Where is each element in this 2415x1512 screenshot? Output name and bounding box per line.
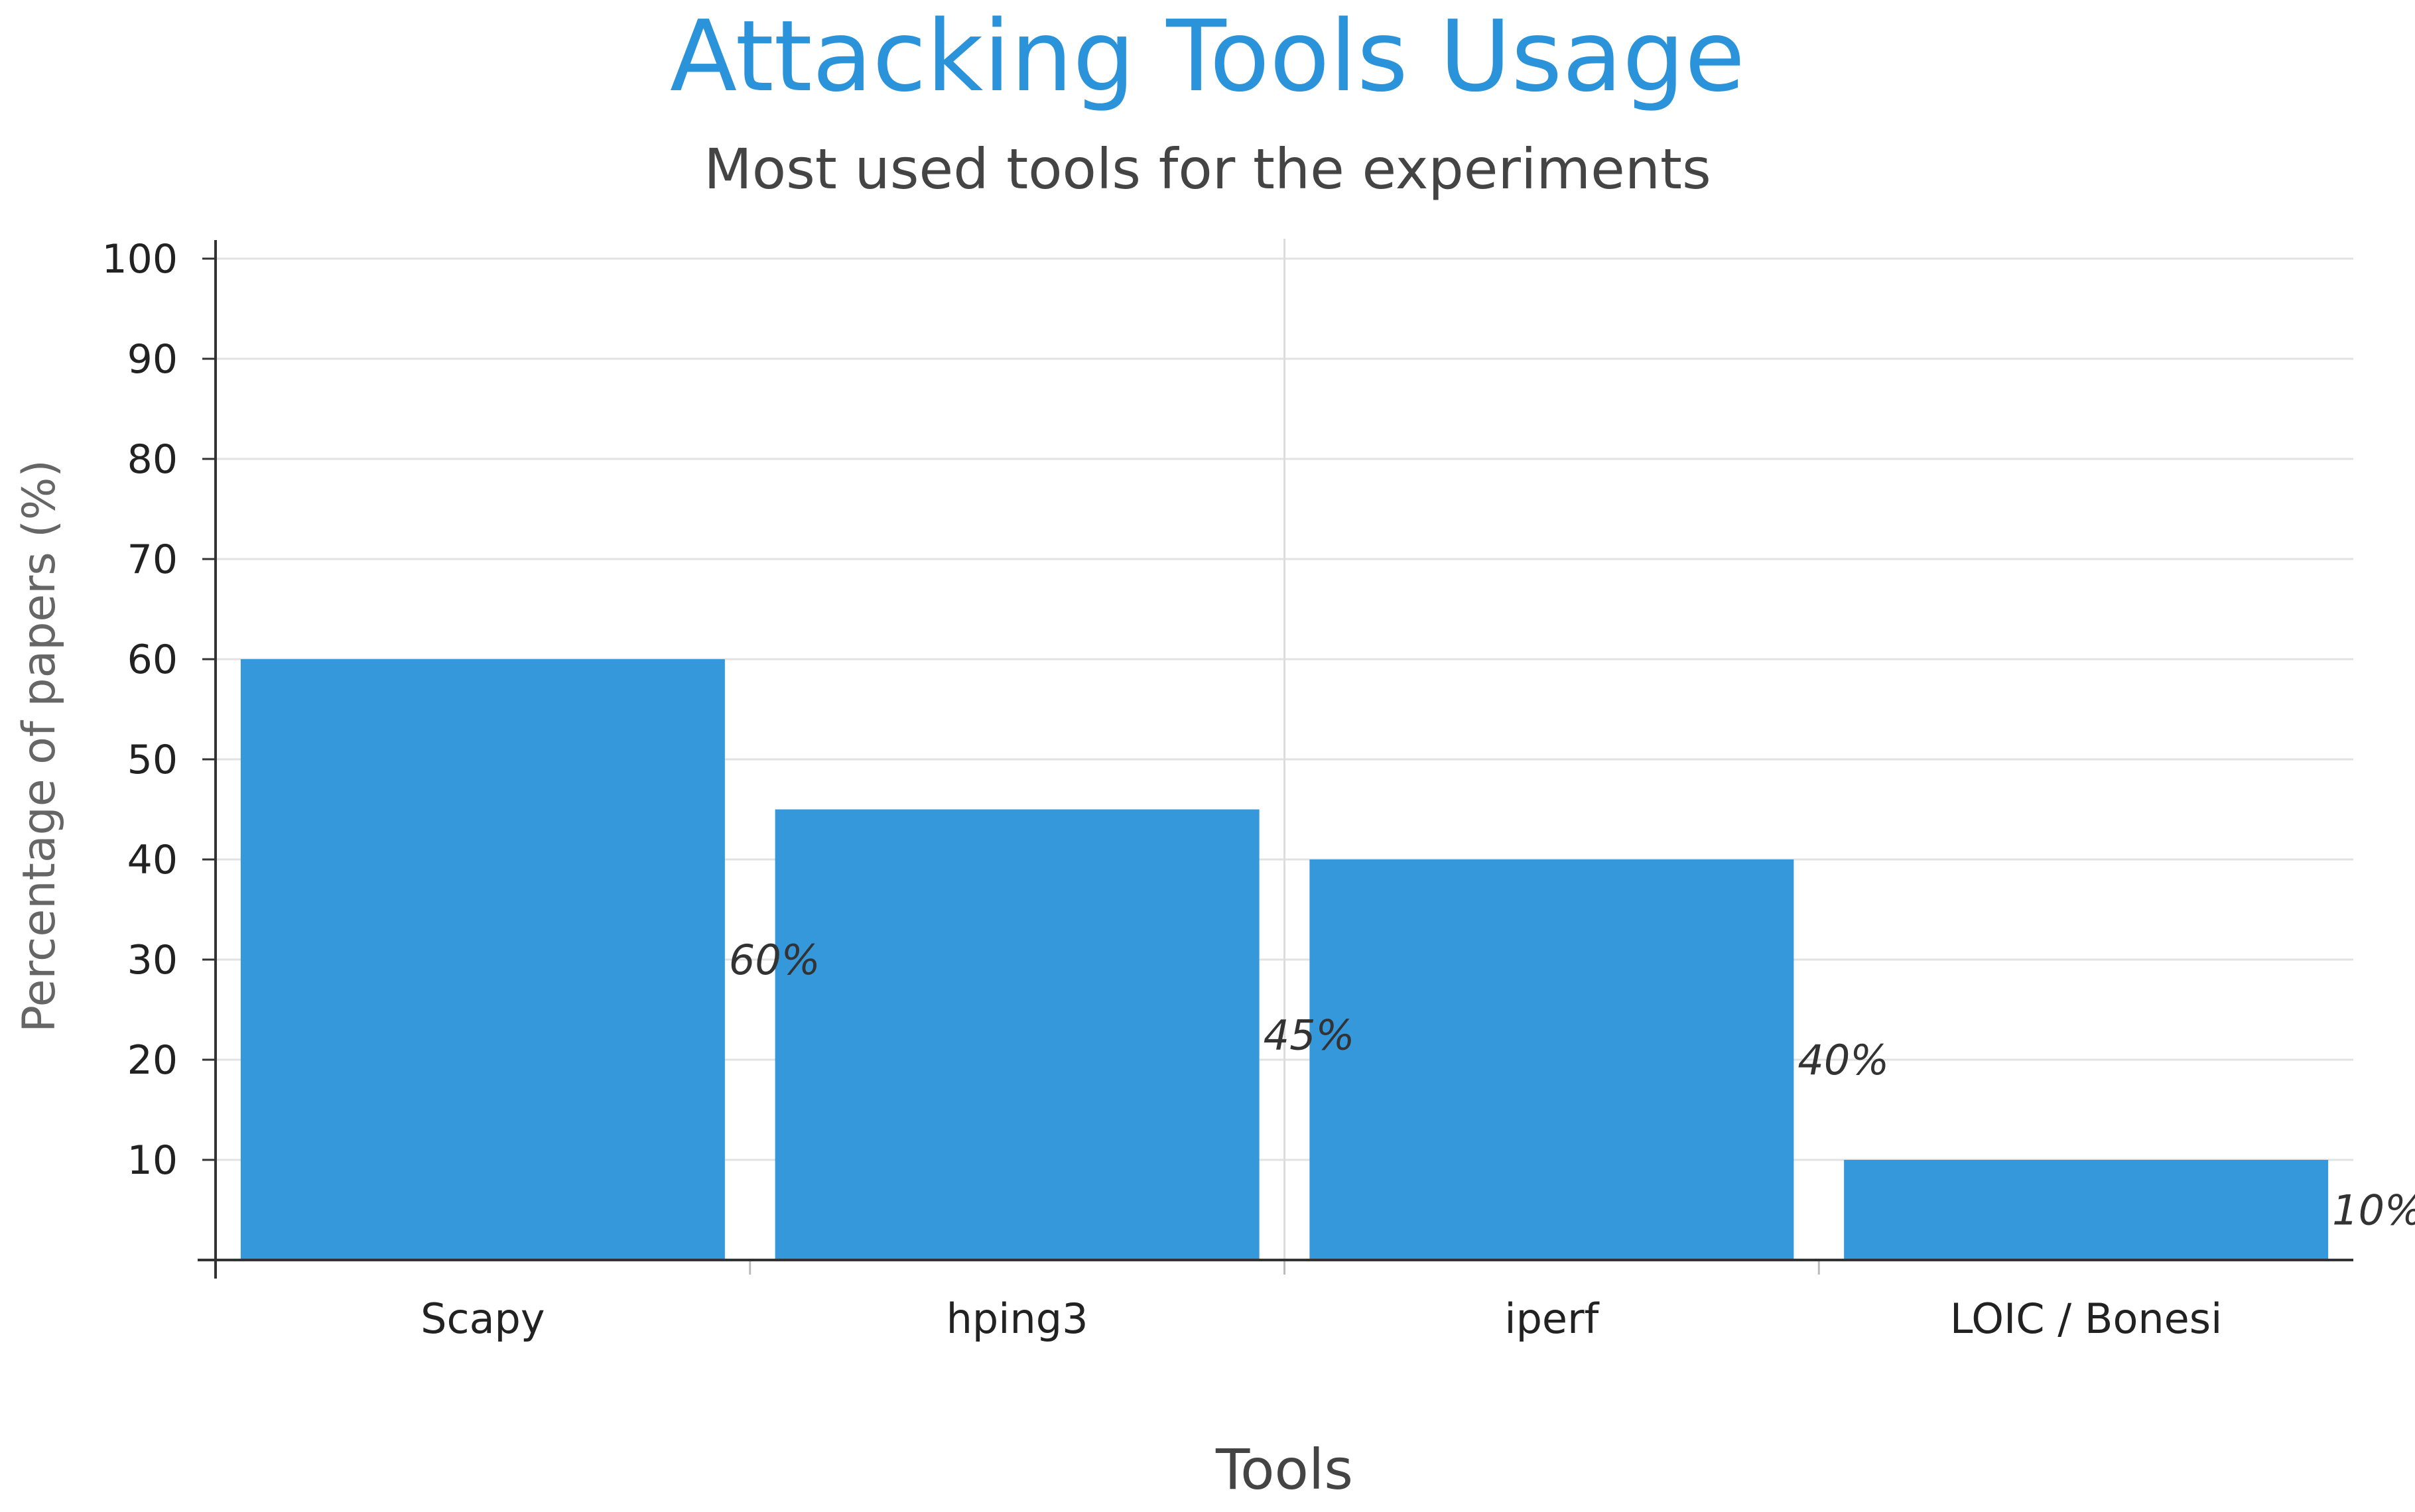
label-layer: 10 20 30 40 50 60 70 80 90 100 Scapy 60% hping3 45% ip… xyxy=(101,236,2415,1343)
x-category-label: Scapy xyxy=(421,1294,545,1343)
y-tick-label: 30 xyxy=(127,937,178,983)
bar-layer xyxy=(240,659,2329,1260)
bar-hping3 xyxy=(775,809,1260,1260)
bar-iperf xyxy=(1309,859,1794,1260)
y-tick-label: 10 xyxy=(127,1137,178,1184)
axis-layer xyxy=(198,240,2353,1279)
x-category-label: hping3 xyxy=(946,1294,1088,1343)
x-category-label: iperf xyxy=(1504,1294,1600,1343)
chart-subtitle: Most used tools for the experiments xyxy=(704,137,1711,202)
y-tick-label: 20 xyxy=(127,1037,178,1084)
y-tick-label: 90 xyxy=(127,336,178,383)
y-tick-label: 100 xyxy=(101,236,178,283)
chart-title: Attacking Tools Usage xyxy=(669,0,1746,113)
y-tick-label: 50 xyxy=(127,737,178,783)
y-tick-label: 60 xyxy=(127,637,178,683)
y-tick-label: 80 xyxy=(127,436,178,483)
bar-data-label: 45% xyxy=(1264,1011,1355,1059)
bar-data-label: 40% xyxy=(1797,1036,1889,1084)
x-axis-title: Tools xyxy=(1215,1437,1353,1502)
y-tick-label: 40 xyxy=(127,837,178,883)
y-tick-label: 70 xyxy=(127,536,178,583)
y-axis-title: Percentage of papers (%) xyxy=(13,460,66,1033)
bar-data-label: 60% xyxy=(729,936,820,984)
bar-data-label: 10% xyxy=(2332,1186,2415,1235)
x-category-label: LOIC / Bonesi xyxy=(1950,1294,2222,1343)
bar-scapy xyxy=(240,659,725,1260)
bar-loic-bonesi xyxy=(1844,1160,2329,1260)
